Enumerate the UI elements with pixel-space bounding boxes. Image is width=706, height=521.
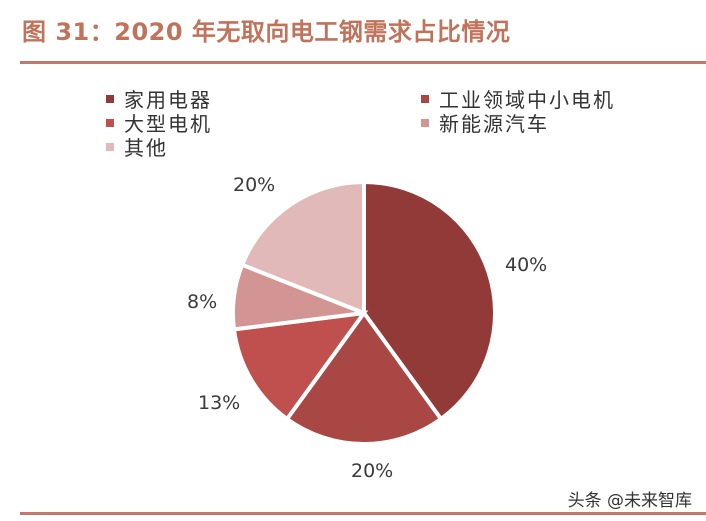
slice-large-motors [231, 310, 369, 422]
legend-label: 工业领域中小电机 [439, 88, 615, 112]
data-label-others: 20% [233, 174, 275, 196]
legend-item-others: 其他 [106, 132, 168, 161]
data-label-large-motors: 13% [198, 392, 240, 414]
data-label-industrial-small-motors: 20% [351, 460, 393, 482]
data-label-new-energy-vehicles: 8% [187, 291, 217, 313]
legend-label: 其他 [124, 136, 168, 160]
footer-divider [20, 512, 706, 515]
chart-legend: 家用电器 工业领域中小电机 大型电机 新能源汽车 其他 [0, 0, 706, 170]
legend-swatch [106, 142, 114, 151]
title-divider [20, 61, 706, 64]
legend-swatch [421, 118, 429, 127]
watermark: 头条 @未来智库 [567, 491, 692, 511]
slice-industrial-small-motors [284, 309, 444, 447]
figure-title: 图 31：2020 年无取向电工钢需求占比情况 [22, 18, 511, 46]
legend-label: 家用电器 [124, 88, 212, 112]
legend-swatch [106, 94, 114, 103]
slice-household-appliances [362, 179, 498, 422]
legend-item-new-energy-vehicles: 新能源汽车 [421, 108, 549, 137]
legend-label: 新能源汽车 [439, 112, 549, 136]
legend-item-large-motors: 大型电机 [106, 108, 212, 137]
data-label-household-appliances: 40% [505, 254, 547, 276]
legend-swatch [421, 94, 429, 103]
slice-others [239, 179, 366, 316]
legend-label: 大型电机 [124, 112, 212, 136]
legend-swatch [106, 118, 114, 127]
legend-item-industrial-small-motors: 工业领域中小电机 [421, 84, 615, 113]
legend-item-household-appliances: 家用电器 [106, 84, 212, 113]
